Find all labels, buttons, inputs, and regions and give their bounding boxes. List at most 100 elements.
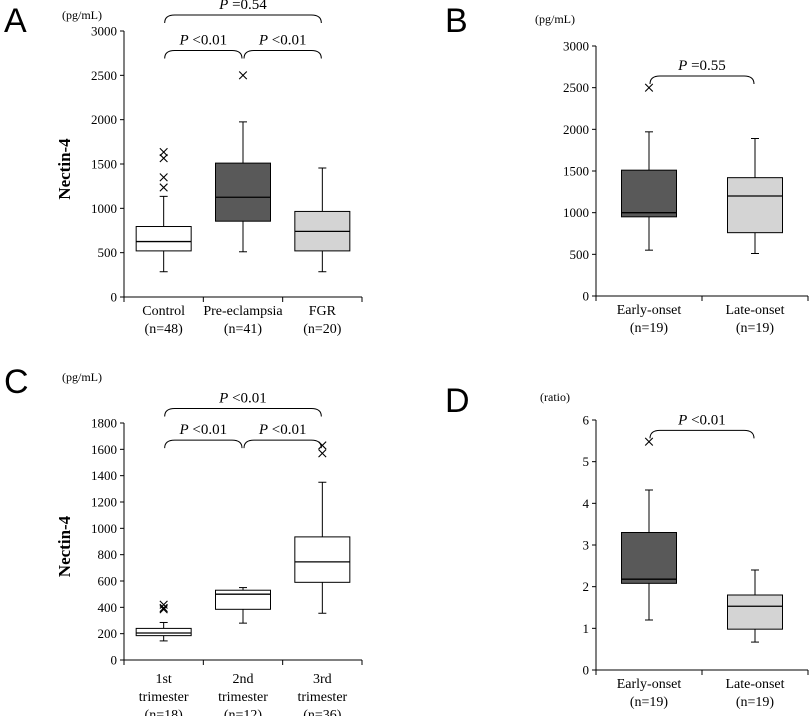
outlier-stroke (318, 449, 327, 458)
category-n: (n=20) (303, 322, 342, 337)
y-tick-label: 2500 (91, 68, 117, 83)
y-tick-label: 1 (583, 621, 590, 636)
significance-bracket (243, 439, 322, 449)
significance-bracket (164, 408, 322, 417)
y-tick-label: 1000 (91, 521, 117, 536)
y-tick-label: 1200 (91, 495, 117, 510)
outlier-marker (159, 154, 168, 163)
significance-bracket (164, 14, 322, 24)
y-tick-label: 2000 (563, 122, 589, 137)
p-value-label: P <0.01 (179, 422, 228, 438)
category-label: Pre-eclampsia (203, 304, 283, 319)
category-label: Control (142, 304, 185, 319)
box-pre-eclampsia (215, 162, 271, 222)
outlier-stroke (159, 147, 168, 157)
y-tick-label: 6 (583, 413, 590, 428)
outlier-stroke (159, 154, 168, 163)
outlier-marker (159, 173, 168, 182)
p-value-label: P <0.01 (218, 391, 267, 407)
y-tick-label: 2 (583, 579, 590, 594)
y-tick-label: 0 (111, 653, 118, 668)
y-tick-label: 1500 (91, 157, 117, 172)
outlier-marker (644, 83, 654, 92)
unit-label: (ratio) (540, 390, 570, 404)
y-tick-label: 1800 (91, 416, 117, 431)
outlier-stroke (644, 83, 654, 92)
y-axis-title: Nectin-4 (55, 138, 74, 200)
panel-label: C (4, 363, 29, 401)
outlier-stroke (159, 173, 168, 182)
significance-bracket (164, 439, 243, 449)
category-n: (n=19) (630, 321, 669, 336)
category-n: (n=48) (145, 322, 184, 337)
box-1st-trimester (135, 627, 192, 637)
y-tick-label: 200 (98, 626, 118, 641)
category-label: 1st (155, 672, 171, 687)
box-2nd-trimester (215, 589, 271, 610)
significance-bracket (649, 75, 755, 85)
category-label: 2nd (233, 672, 254, 687)
outlier-marker (318, 449, 327, 458)
panel-b: B (pg/mL) 0 500 1000 1500 2000 2500 3000 Early-on… (445, 2, 809, 336)
y-tick-label: 500 (570, 247, 590, 262)
outlier-stroke (238, 71, 248, 80)
p-value-label: P <0.01 (677, 412, 726, 428)
y-tick-label: 2000 (91, 112, 117, 127)
category-label: Early-onset (617, 303, 682, 318)
panel-label: A (4, 2, 27, 40)
category-label: Late-onset (725, 303, 784, 318)
p-value-label: P <0.01 (258, 33, 307, 49)
y-tick-label: 2500 (563, 80, 589, 95)
panel-label: B (445, 2, 468, 40)
p-value-label: P =0.54 (218, 0, 267, 13)
unit-label: (pg/mL) (62, 8, 102, 22)
outlier-marker (644, 437, 654, 446)
y-tick-label: 500 (98, 245, 118, 260)
outlier-stroke (159, 600, 168, 609)
outlier-marker (238, 71, 248, 80)
outlier-marker (159, 600, 168, 609)
significance-bracket (243, 50, 322, 59)
y-tick-label: 400 (98, 600, 118, 615)
box-early-onset (621, 532, 677, 584)
box-late-onset (727, 594, 783, 630)
outlier-stroke (159, 603, 168, 613)
category-n: (n=18) (145, 708, 184, 716)
significance-bracket (164, 50, 243, 59)
y-tick-label: 600 (98, 574, 118, 589)
category-n: (n=36) (303, 708, 342, 716)
category-label: 3rd (313, 672, 332, 687)
outlier-marker (159, 147, 168, 157)
category-label: Late-onset (725, 677, 784, 692)
y-tick-label: 1000 (91, 201, 117, 216)
category-label: trimester (139, 690, 189, 705)
panel-label: D (445, 382, 470, 420)
category-n: (n=41) (224, 322, 263, 337)
y-tick-label: 1000 (563, 205, 589, 220)
y-tick-label: 5 (583, 454, 590, 469)
category-label: trimester (297, 690, 347, 705)
outlier-marker (159, 603, 168, 613)
y-tick-label: 0 (583, 663, 590, 678)
category-label: trimester (218, 690, 268, 705)
y-tick-label: 0 (111, 290, 118, 305)
significance-bracket (649, 429, 755, 439)
y-tick-label: 1400 (91, 468, 117, 483)
outlier-marker (159, 183, 168, 192)
category-label: FGR (309, 304, 337, 319)
box-3rd-trimester (294, 536, 351, 583)
p-value-label: P <0.01 (179, 33, 228, 49)
y-tick-label: 0 (583, 289, 590, 304)
category-n: (n=12) (224, 708, 263, 716)
y-tick-label: 3000 (563, 39, 589, 54)
category-label: Early-onset (617, 677, 682, 692)
y-tick-label: 1600 (91, 442, 117, 457)
y-axis-title: Nectin-4 (55, 515, 74, 577)
y-tick-label: 800 (98, 547, 118, 562)
p-value-label: P =0.55 (677, 58, 726, 74)
y-tick-label: 3000 (91, 24, 117, 39)
y-tick-label: 4 (583, 496, 590, 511)
box-early-onset (621, 169, 677, 218)
outlier-stroke (644, 437, 654, 446)
